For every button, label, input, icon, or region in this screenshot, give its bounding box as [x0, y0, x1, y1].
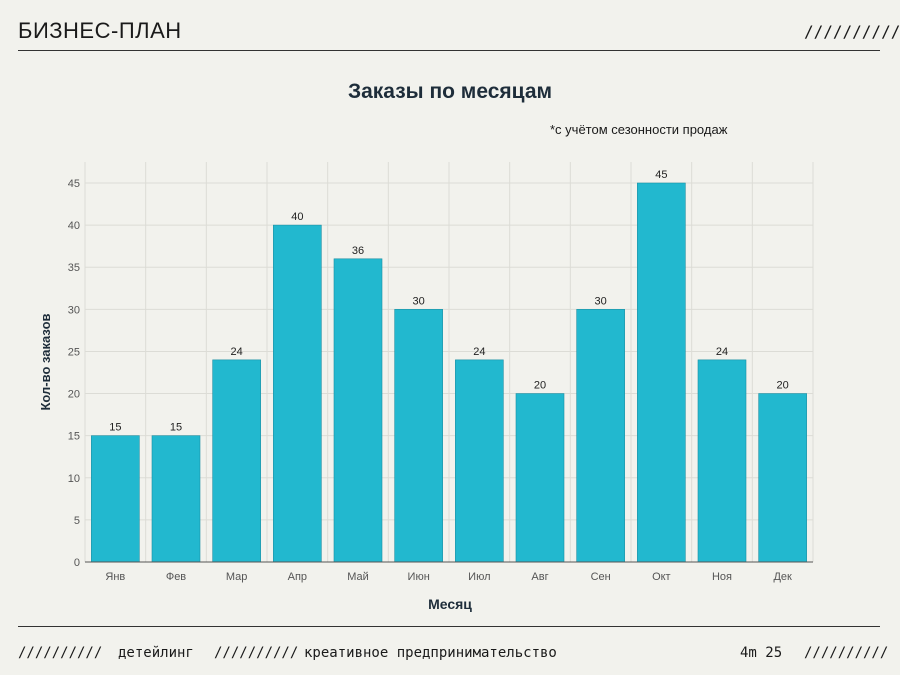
x-tick-label: Фев	[166, 571, 186, 583]
footer-divider	[18, 626, 880, 627]
footer-tag-creative: креативное предпринимательство	[304, 645, 557, 661]
bar-Фев	[151, 435, 201, 563]
y-tick-label: 35	[68, 262, 80, 274]
bar-value-label: 24	[231, 346, 243, 358]
bar-Авг	[515, 393, 565, 563]
bar-value-label: 24	[473, 346, 485, 358]
bar-Янв	[91, 435, 140, 563]
x-tick-label: Сен	[591, 571, 611, 583]
bar-Дек	[758, 393, 807, 563]
chart-note: *с учётом сезонности продаж	[550, 122, 728, 137]
footer-slashes-left: //////////	[18, 645, 103, 661]
bar-value-label: 36	[352, 245, 364, 257]
y-tick-label: 15	[68, 431, 80, 443]
bar-Май	[333, 258, 383, 563]
chart-labels: 0 5 10 15 20 25 30 35 40 45 15 Янв 15 Фев 24 Мар 40 Апр 36…	[68, 169, 792, 583]
header-slashes: //////////	[804, 22, 900, 41]
header-divider	[18, 50, 880, 51]
x-tick-label: Июн	[408, 571, 430, 583]
bar-Ноя	[697, 359, 747, 563]
bar-value-label: 15	[170, 422, 182, 434]
bar-Апр	[273, 224, 322, 563]
x-tick-label: Дек	[773, 571, 792, 583]
bar-value-label: 45	[655, 169, 667, 181]
y-tick-label: 10	[68, 473, 80, 485]
footer-tag-detailing: детейлинг	[118, 645, 194, 661]
footer-slashes-mid: //////////	[214, 645, 299, 661]
page-title: БИЗНЕС-ПЛАН	[18, 18, 182, 43]
x-tick-label: Мар	[226, 571, 248, 583]
x-tick-label: Окт	[652, 571, 671, 583]
bar-value-label: 40	[291, 211, 303, 223]
x-tick-label: Янв	[105, 571, 125, 583]
y-tick-label: 0	[74, 557, 80, 569]
footer-page-number: 4m 25	[740, 645, 783, 661]
y-tick-label: 30	[68, 304, 80, 316]
x-tick-label: Ноя	[712, 571, 732, 583]
chart-title: Заказы по месяцам	[347, 80, 553, 103]
bar-value-label: 15	[109, 422, 121, 434]
y-axis-title: Кол-во заказов	[38, 313, 53, 410]
y-tick-label: 5	[74, 515, 80, 527]
y-tick-label: 25	[68, 346, 80, 358]
x-tick-label: Апр	[288, 571, 307, 583]
bar-Мар	[212, 359, 261, 563]
x-axis-title: Месяц	[428, 596, 472, 612]
bar-Сен	[576, 309, 625, 563]
bar-Окт	[637, 182, 686, 563]
x-tick-label: Авг	[531, 571, 548, 583]
chart-bars	[91, 182, 807, 563]
x-tick-label: Май	[347, 571, 369, 583]
chart-grid	[84, 162, 814, 562]
bar-Июн	[394, 309, 443, 563]
bar-Июл	[455, 359, 504, 563]
y-tick-label: 20	[68, 389, 80, 401]
bar-value-label: 24	[716, 346, 728, 358]
y-tick-label: 40	[68, 220, 80, 232]
bar-value-label: 20	[777, 380, 789, 392]
footer-slashes-right: //////////	[804, 645, 889, 661]
x-tick-label: Июл	[468, 571, 490, 583]
bar-value-label: 30	[413, 295, 425, 307]
bar-value-label: 30	[595, 295, 607, 307]
bar-value-label: 20	[534, 380, 546, 392]
y-tick-label: 45	[68, 178, 80, 190]
